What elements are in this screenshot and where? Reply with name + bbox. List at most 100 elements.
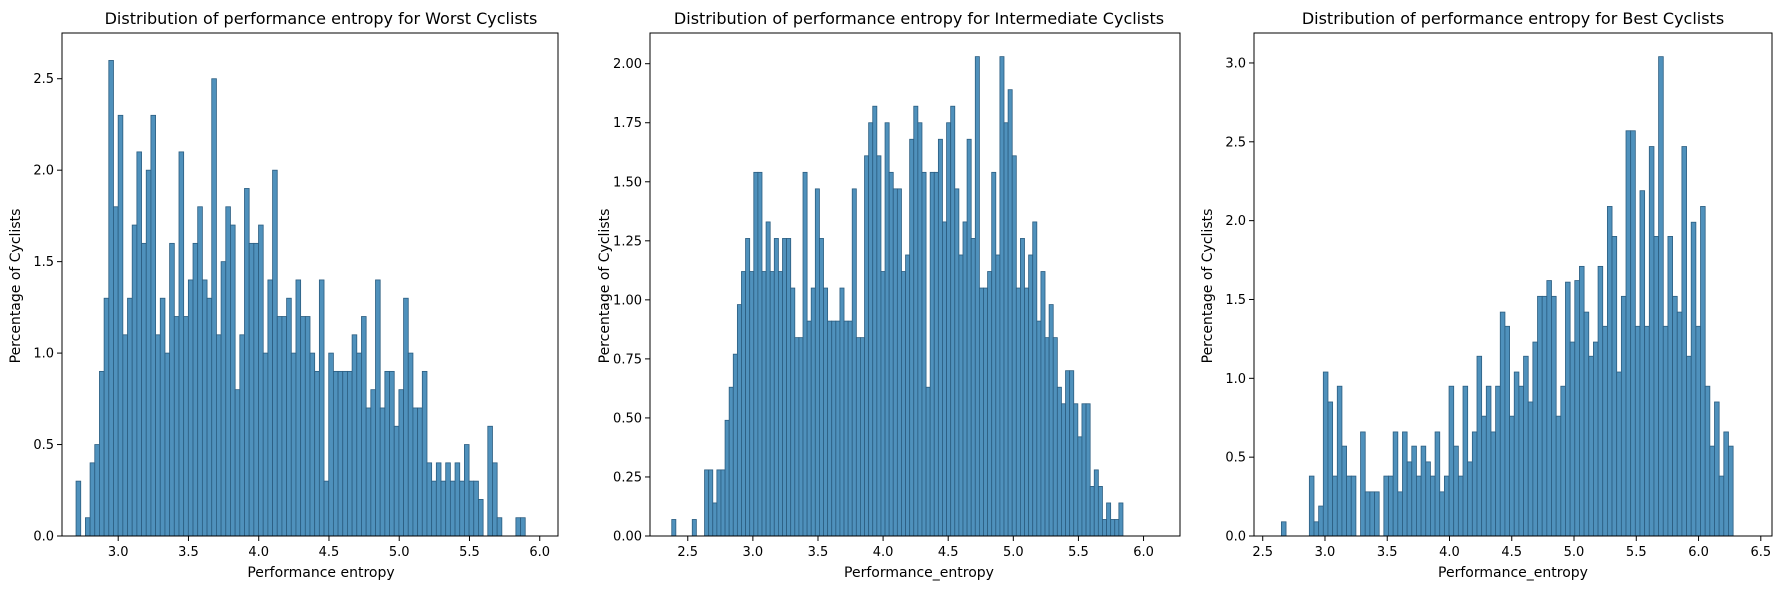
histogram-bar xyxy=(753,171,759,537)
x-tick-label: 5.5 xyxy=(1626,545,1647,560)
chart-panel-worst: Distribution of performance entropy for … xyxy=(8,9,559,581)
histogram-bar xyxy=(230,224,236,537)
y-tick-label: 2.00 xyxy=(613,57,642,72)
histogram-bar xyxy=(1085,403,1091,537)
histogram-bar xyxy=(1532,341,1538,537)
histogram-bar xyxy=(901,271,906,537)
histogram-bar xyxy=(440,480,447,537)
histogram-bar xyxy=(267,279,273,537)
histogram-bar xyxy=(839,287,845,537)
histogram-bar xyxy=(720,469,726,537)
y-axis-label: Percentage of Cyclists xyxy=(1200,209,1216,364)
histogram-bar xyxy=(1411,445,1417,537)
histogram-bar xyxy=(728,386,734,537)
y-tick-label: 2.5 xyxy=(33,72,54,87)
histogram-bar xyxy=(417,407,423,537)
histogram-bar xyxy=(145,169,152,537)
histogram-bar xyxy=(946,122,952,537)
histogram-bar xyxy=(1402,431,1408,537)
histogram-bar xyxy=(155,334,161,537)
histogram-bar xyxy=(1114,519,1120,537)
histogram-bar xyxy=(75,480,82,537)
histogram-bar xyxy=(431,480,437,537)
histogram-bar xyxy=(1518,385,1524,537)
histogram-bar xyxy=(819,238,824,537)
histogram-bar xyxy=(1077,436,1083,537)
histogram-bar xyxy=(1499,311,1506,537)
histogram-bar xyxy=(407,352,414,537)
histogram-bar xyxy=(712,502,718,537)
histogram-bar xyxy=(843,320,849,537)
histogram-bar xyxy=(206,297,213,537)
x-ticks: 3.0 3.5 4.0 4.5 5.0 5.5 6.0 xyxy=(108,536,550,560)
histogram-bar xyxy=(1346,475,1352,537)
y-axis-label: Percentage of Cyclists xyxy=(8,209,24,364)
histogram-bar xyxy=(1513,371,1520,537)
histogram-bar xyxy=(1425,461,1431,537)
histogram-bar xyxy=(421,370,428,537)
x-axis-label: Performance_entropy xyxy=(844,565,994,581)
histogram-bar xyxy=(1308,475,1315,537)
histogram-bar xyxy=(304,316,311,537)
histogram-bar xyxy=(884,122,890,537)
histogram-bar xyxy=(473,480,479,537)
histogram-bar xyxy=(880,271,886,537)
histogram-bar xyxy=(1709,445,1715,537)
histogram-bar xyxy=(211,78,217,537)
histogram-bar xyxy=(1336,385,1343,537)
histogram-bar xyxy=(1360,431,1366,537)
histogram-bar xyxy=(248,242,255,537)
histogram-bar xyxy=(478,499,484,537)
histogram-bar xyxy=(159,297,166,537)
histogram-bar xyxy=(216,334,222,537)
histogram-bar xyxy=(1081,403,1087,537)
histogram-bar xyxy=(987,271,993,537)
histogram-bar xyxy=(314,370,320,537)
histogram-bar xyxy=(749,271,755,537)
histogram-bar xyxy=(1462,385,1469,537)
histogram-bar xyxy=(876,155,882,537)
x-axis-label: Performance entropy xyxy=(247,565,394,581)
histogram-bar xyxy=(103,297,110,537)
histogram-bar xyxy=(1093,469,1099,537)
histogram-bar xyxy=(1416,475,1422,537)
histogram-bar xyxy=(1032,221,1038,537)
histogram-bar xyxy=(262,352,269,537)
histogram-bar xyxy=(318,279,325,537)
histogram-bar xyxy=(1007,89,1013,537)
histogram-bar xyxy=(1485,385,1492,537)
histogram-bar xyxy=(933,171,939,537)
histogram-bar xyxy=(1658,56,1664,537)
histogram-bar xyxy=(449,480,456,537)
histogram-bar xyxy=(872,105,878,537)
histogram-bar xyxy=(827,320,833,537)
histogram-bar xyxy=(370,389,376,537)
histogram-bar xyxy=(122,334,128,537)
x-tick-label: 3.5 xyxy=(1377,545,1398,560)
chart-title: Distribution of performance entropy for … xyxy=(1302,9,1724,28)
histogram-bar xyxy=(1579,265,1585,537)
histogram-bar xyxy=(94,444,100,537)
histogram-bar xyxy=(379,407,386,537)
histogram-bar xyxy=(691,519,697,537)
y-ticks: 0.00 0.25 0.50 0.75 1.00 1.25 1.50 1.75 2.00 xyxy=(613,57,650,545)
histogram-bar xyxy=(978,287,984,537)
histogram-bar xyxy=(798,337,804,537)
histogram-bar xyxy=(716,469,722,537)
histogram-bar xyxy=(239,334,245,537)
histogram-bar xyxy=(332,370,339,537)
histogram-bar xyxy=(169,242,175,537)
histogram-bar xyxy=(1089,486,1095,537)
histogram-bar xyxy=(905,254,911,537)
histogram-bar xyxy=(201,279,208,537)
histogram-bar xyxy=(1110,519,1116,537)
histogram-bar xyxy=(1383,475,1389,537)
y-ticks: 0.0 0.5 1.0 1.5 2.0 2.5 xyxy=(33,72,62,545)
histogram-bar xyxy=(970,238,976,537)
x-tick-label: 5.0 xyxy=(389,545,410,560)
histogram-bar xyxy=(860,337,865,537)
histogram-bar xyxy=(671,519,677,537)
histogram-bar xyxy=(1597,265,1604,537)
histogram-bar xyxy=(398,389,404,537)
y-tick-label: 0.5 xyxy=(1225,451,1246,466)
